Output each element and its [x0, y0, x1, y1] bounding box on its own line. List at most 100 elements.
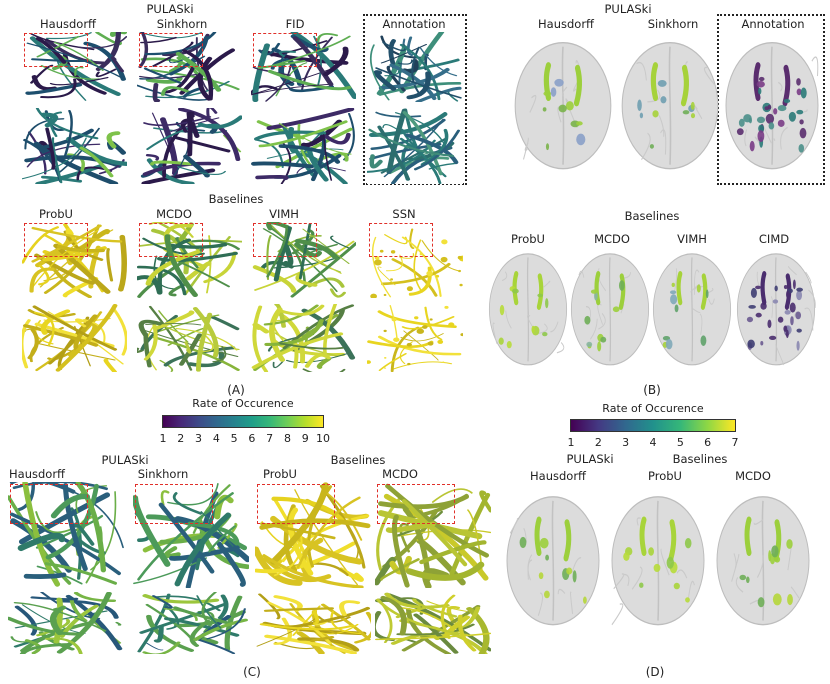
panel-a-ssn-top: [367, 222, 463, 298]
panel-b-col-hausdorff: Hausdorff: [538, 17, 594, 31]
panel-c-letter: (C): [243, 665, 261, 679]
zoom-box: [253, 223, 317, 257]
panel-c-col-probu: ProbU: [263, 467, 297, 481]
panel-a-fid-top: [251, 32, 356, 102]
panel-a-col-ssn: SSN: [392, 207, 416, 221]
panel-a-vimh-top: [251, 222, 356, 298]
zoom-box: [135, 484, 213, 524]
panel-a-annotation-top: [367, 32, 463, 102]
panel-c-mcdo-bottom: [375, 592, 491, 654]
panel-b-col-mcdo: MCDO: [594, 232, 630, 246]
panel-c-col-hausdorff: Hausdorff: [9, 467, 65, 481]
panel-d-brain-probu: [608, 490, 708, 626]
panel-b-baselines-title: Baselines: [624, 209, 680, 223]
panel-d-col-hausdorff: Hausdorff: [530, 469, 586, 483]
colorbar-tick: 4: [649, 436, 657, 449]
colorbar-left: [162, 415, 324, 428]
panel-a-col-hausdorff: Hausdorff: [40, 17, 96, 31]
panel-b-col-vimh: VIMH: [677, 232, 707, 246]
panel-a-hausdorff-bottom: [22, 108, 127, 184]
panel-b-pulaski-title: PULASki: [604, 2, 652, 16]
panel-d-baselines-title: Baselines: [672, 452, 728, 466]
colorbar-tick: 2: [594, 436, 602, 449]
panel-c-baselines-title: Baselines: [330, 453, 386, 467]
colorbar-tick: 9: [301, 432, 309, 445]
zoom-box: [24, 33, 88, 67]
zoom-box: [10, 484, 88, 524]
panel-d-brain-mcdo: [713, 490, 813, 626]
panel-b-brain-mcdo: [568, 248, 652, 366]
colorbar-tick: 8: [283, 432, 291, 445]
zoom-box: [377, 484, 455, 524]
panel-c-hausdorff-top: [8, 482, 124, 588]
panel-b-col-probu: ProbU: [511, 232, 545, 246]
zoom-box: [257, 484, 335, 524]
panel-d-col-mcdo: MCDO: [735, 469, 771, 483]
colorbar-tick: 3: [622, 436, 630, 449]
zoom-box: [139, 33, 203, 67]
panel-b-brain-cimd: [734, 248, 818, 366]
annotation-highlight-box: [363, 14, 467, 185]
panel-b-brain-sinkhorn: [618, 36, 722, 170]
colorbar-tick: 2: [177, 432, 185, 445]
panel-a-sinkhorn-bottom: [137, 108, 242, 184]
panel-b-letter: (B): [643, 383, 661, 397]
panel-d-letter: (D): [645, 665, 665, 679]
colorbar-right-title: Rate of Occurence: [602, 402, 704, 415]
panel-b-brain-hausdorff: [511, 36, 615, 170]
panel-c-col-sinkhorn: Sinkhorn: [137, 467, 189, 481]
zoom-box: [253, 33, 317, 67]
colorbar-right: [570, 419, 736, 432]
panel-c-pulaski-title: PULASki: [101, 453, 149, 467]
colorbar-tick: 6: [704, 436, 712, 449]
panel-b-brain-vimh: [650, 248, 734, 366]
zoom-box: [369, 223, 433, 257]
panel-a-probu-top: [22, 222, 127, 298]
panel-c-probu-top: [255, 482, 371, 588]
panel-a-col-sinkhorn: Sinkhorn: [156, 17, 208, 31]
panel-a-pulaski-title: PULASki: [146, 2, 194, 16]
colorbar-tick: 5: [230, 432, 238, 445]
colorbar-tick: 5: [676, 436, 684, 449]
panel-a-ssn-bottom: [367, 304, 463, 372]
panel-a-col-annotation: Annotation: [382, 17, 446, 31]
panel-a-mcdo-bottom: [137, 304, 242, 372]
colorbar-tick: 6: [248, 432, 256, 445]
panel-c-sinkhorn-top: [133, 482, 249, 588]
panel-a-vimh-bottom: [251, 304, 356, 372]
panel-c-hausdorff-bottom: [8, 592, 124, 654]
panel-b-brain-probu: [486, 248, 570, 366]
panel-c-mcdo-top: [375, 482, 491, 588]
panel-a-letter: (A): [227, 383, 245, 397]
panel-d-pulaski-title: PULASki: [566, 452, 614, 466]
panel-d-brain-hausdorff: [503, 490, 603, 626]
colorbar-tick: 10: [316, 432, 330, 445]
panel-b-brain-annotation: [722, 36, 822, 170]
panel-b-col-sinkhorn: Sinkhorn: [647, 17, 699, 31]
panel-a-probu-bottom: [22, 304, 127, 372]
colorbar-tick: 7: [731, 436, 739, 449]
panel-a-hausdorff-top: [22, 32, 127, 102]
panel-a-sinkhorn-top: [137, 32, 242, 102]
colorbar-tick: 4: [212, 432, 220, 445]
panel-c-col-mcdo: MCDO: [382, 467, 418, 481]
colorbar-tick: 1: [567, 436, 575, 449]
panel-c-sinkhorn-bottom: [133, 592, 249, 654]
panel-d-col-probu: ProbU: [648, 469, 682, 483]
panel-b-col-cimd: CIMD: [758, 232, 790, 246]
zoom-box: [24, 223, 88, 257]
colorbar-tick: 1: [159, 432, 167, 445]
panel-b-col-annotation: Annotation: [741, 17, 805, 31]
panel-a-annotation-bottom: [367, 108, 463, 184]
panel-a-fid-bottom: [251, 108, 356, 184]
panel-a-mcdo-top: [137, 222, 242, 298]
panel-c-probu-bottom: [255, 592, 371, 654]
colorbar-tick: 7: [266, 432, 274, 445]
panel-a-baselines-title: Baselines: [208, 192, 264, 206]
panel-a-col-mcdo: MCDO: [156, 207, 192, 221]
zoom-box: [139, 223, 203, 257]
panel-a-col-vimh: VIMH: [269, 207, 299, 221]
colorbar-tick: 3: [195, 432, 203, 445]
panel-a-col-probu: ProbU: [39, 207, 73, 221]
panel-a-col-fid: FID: [285, 17, 305, 31]
